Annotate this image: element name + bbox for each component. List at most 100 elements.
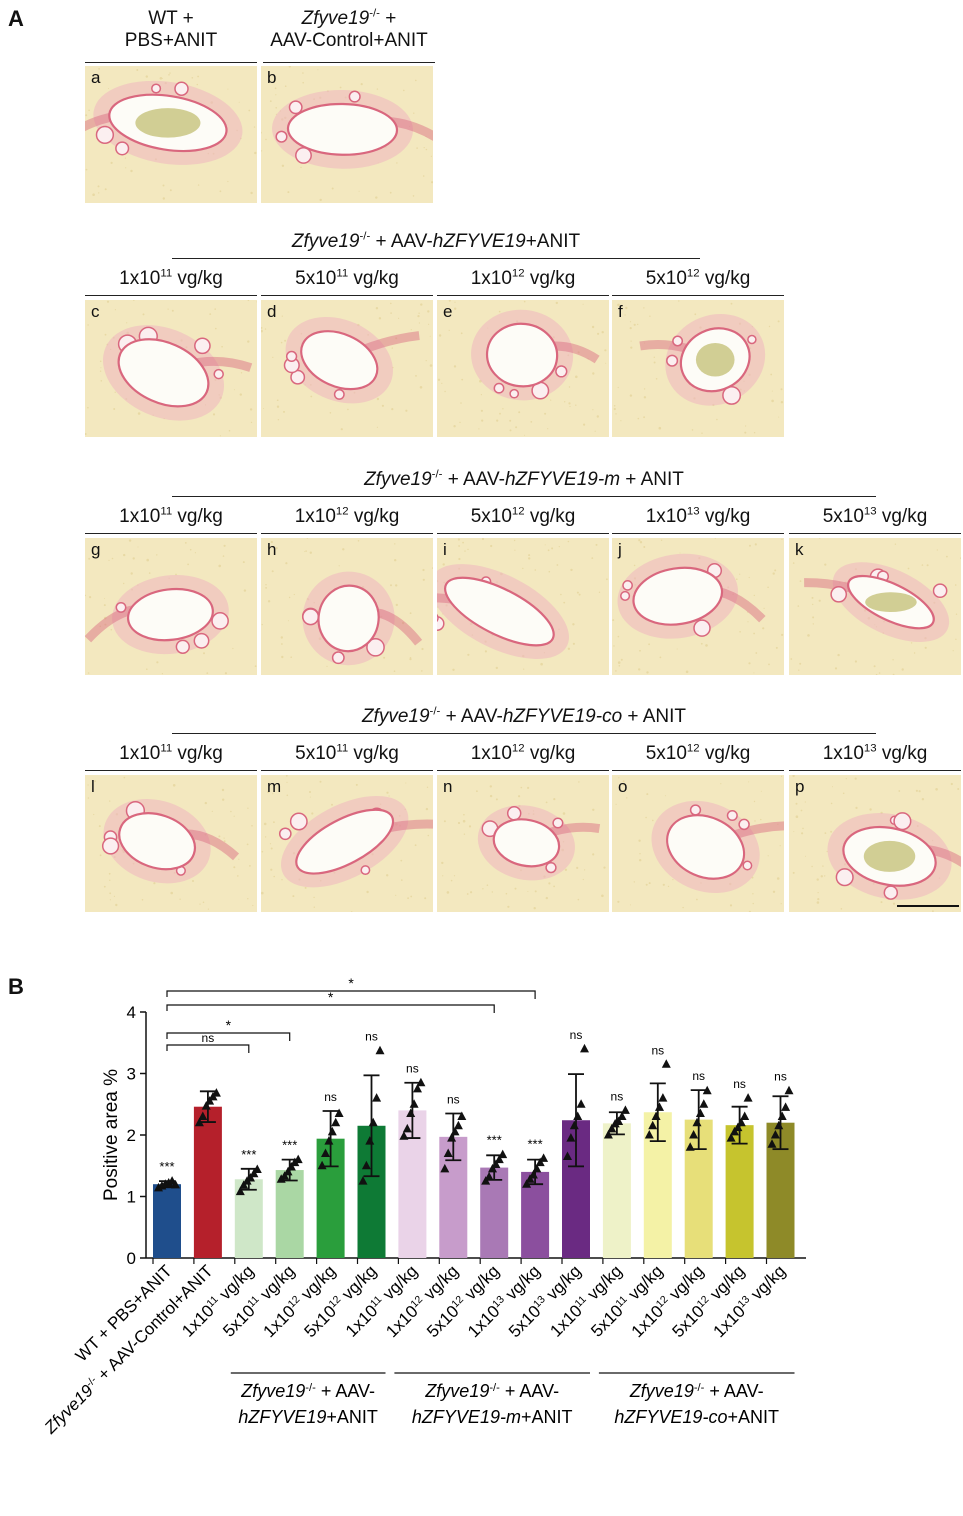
significance-label: ns — [611, 1089, 624, 1103]
data-point — [399, 1131, 409, 1140]
data-point — [539, 1153, 549, 1162]
dose-unit: vg/kg — [876, 743, 928, 764]
dose-rule — [612, 295, 784, 297]
dose-unit: vg/kg — [348, 506, 400, 527]
header-text: +ANIT — [525, 231, 581, 252]
data-point — [201, 1101, 211, 1110]
bar — [193, 1106, 222, 1258]
header-text: + ANIT — [622, 706, 687, 727]
dose-caption: 1x1011 vg/kg — [85, 268, 257, 290]
dose-rule — [261, 295, 433, 297]
scale-bar — [897, 905, 959, 907]
dose-caption: 1x1011 vg/kg — [85, 743, 257, 765]
exponent-sup: 12 — [511, 505, 525, 518]
dose-rule — [612, 533, 784, 535]
data-point — [453, 1120, 463, 1130]
dose-base: 1x10 — [470, 268, 512, 289]
data-point — [563, 1151, 572, 1161]
image-panel-letter: j — [618, 540, 622, 559]
exponent-sup: -/- — [431, 468, 443, 481]
caption-line: AAV-Control+ANIT — [270, 30, 428, 51]
dose-caption: 5x1012 vg/kg — [437, 506, 609, 528]
histology-image: l — [85, 775, 257, 912]
dose-caption: 1x1013 vg/kg — [612, 506, 784, 528]
data-point — [781, 1102, 791, 1111]
row-header-caption: Zfyve19-/- + AAV-hZFYVE19+ANIT — [172, 231, 700, 253]
data-point — [692, 1117, 702, 1127]
y-tick-label: 2 — [127, 1126, 136, 1145]
exponent-sup: 12 — [335, 505, 349, 518]
dose-caption: 1x1013 vg/kg — [789, 743, 961, 765]
exponent-sup: -/- — [359, 230, 371, 243]
data-point — [440, 1163, 450, 1173]
exponent-sup: 12 — [686, 267, 700, 280]
data-point — [535, 1157, 545, 1167]
data-point — [525, 1174, 535, 1183]
data-point — [580, 1043, 589, 1053]
dose-base: 1x10 — [294, 506, 336, 527]
data-point — [321, 1148, 330, 1157]
data-point — [235, 1186, 245, 1196]
significance-label: ns — [692, 1069, 705, 1083]
histology-image: g — [85, 538, 257, 675]
exponent-sup: 11 — [336, 742, 349, 755]
header-text: + AAV- — [440, 706, 503, 727]
dose-rule — [612, 770, 784, 772]
data-point — [361, 1160, 371, 1170]
image-panel-letter: k — [795, 540, 804, 559]
comparison-bracket — [166, 990, 536, 999]
data-point — [365, 1136, 375, 1145]
data-point — [528, 1169, 538, 1179]
histology-image: k — [789, 538, 961, 675]
dose-rule — [85, 533, 257, 535]
data-point — [699, 1099, 709, 1108]
dose-caption: 1x1012 vg/kg — [261, 506, 433, 528]
y-tick-label: 3 — [127, 1065, 136, 1084]
panel-b-label: B — [8, 974, 24, 999]
caption-text: + — [379, 8, 397, 29]
data-point — [770, 1130, 780, 1139]
gene-name: Zfyve19 — [361, 706, 430, 727]
data-point — [372, 1093, 382, 1102]
dose-caption: 1x1012 vg/kg — [437, 743, 609, 765]
y-tick-label: 0 — [127, 1249, 136, 1268]
data-point — [658, 1093, 668, 1102]
data-point — [198, 1111, 208, 1121]
data-point — [211, 1088, 221, 1097]
data-point — [252, 1164, 262, 1173]
data-point — [689, 1130, 699, 1139]
data-point — [740, 1111, 750, 1121]
data-point — [368, 1117, 378, 1127]
data-point — [331, 1117, 341, 1127]
comparison-label: * — [226, 1017, 232, 1033]
data-point — [249, 1168, 259, 1178]
image-panel-letter: e — [443, 302, 453, 321]
dose-base: 1x10 — [119, 506, 161, 527]
data-point — [522, 1179, 532, 1188]
significance-label: *** — [487, 1133, 502, 1148]
data-point — [447, 1133, 457, 1142]
data-point — [280, 1171, 290, 1180]
exponent-sup: -/- — [429, 705, 441, 718]
data-point — [733, 1122, 743, 1132]
data-point — [286, 1161, 296, 1171]
header-rule — [263, 62, 435, 64]
genotype-sup: -/- — [369, 7, 380, 20]
group-label-line1: Zfyve19-/- + AAV- — [424, 1381, 559, 1401]
significance-label: ns — [406, 1062, 419, 1076]
data-point — [695, 1108, 705, 1117]
image-panel-letter: g — [91, 540, 101, 559]
group-label-line1: Zfyve19-/- + AAV- — [240, 1381, 375, 1401]
row-header-caption: Zfyve19-/- + AAV-hZFYVE19-m + ANIT — [172, 469, 876, 491]
exponent-sup: 11 — [160, 742, 173, 755]
data-point — [194, 1117, 204, 1127]
dose-caption: 1x1011 vg/kg — [85, 506, 257, 528]
data-point — [498, 1149, 508, 1159]
dose-unit: vg/kg — [524, 506, 576, 527]
category-label: Zfyve19-/- + AAV-Control+ANIT — [40, 1261, 217, 1438]
header-text: + ANIT — [620, 469, 684, 490]
histology-image: j — [612, 538, 784, 675]
data-point — [413, 1083, 422, 1093]
group-wt-caption: WT + PBS+ANIT — [85, 8, 257, 52]
y-tick-label: 4 — [127, 1003, 136, 1022]
